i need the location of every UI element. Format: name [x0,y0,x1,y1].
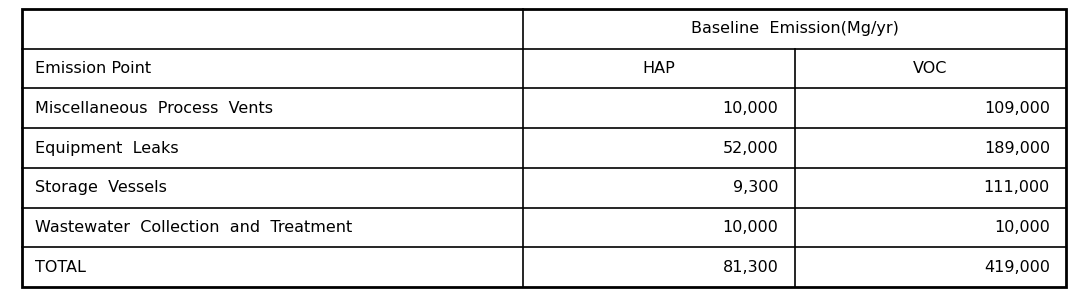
Text: 10,000: 10,000 [722,220,778,235]
Text: Baseline  Emission(Mg/yr): Baseline Emission(Mg/yr) [691,21,899,36]
Text: 111,000: 111,000 [984,180,1050,195]
Text: 10,000: 10,000 [722,101,778,116]
Text: 52,000: 52,000 [722,141,778,155]
Text: 419,000: 419,000 [984,260,1050,275]
Text: Miscellaneous  Process  Vents: Miscellaneous Process Vents [35,101,273,116]
Text: TOTAL: TOTAL [35,260,86,275]
Text: 189,000: 189,000 [984,141,1050,155]
Text: Storage  Vessels: Storage Vessels [35,180,166,195]
Text: Emission Point: Emission Point [35,61,151,76]
Text: 10,000: 10,000 [994,220,1050,235]
Text: 81,300: 81,300 [722,260,778,275]
Text: VOC: VOC [913,61,948,76]
Text: HAP: HAP [643,61,676,76]
Text: Equipment  Leaks: Equipment Leaks [35,141,178,155]
Text: Wastewater  Collection  and  Treatment: Wastewater Collection and Treatment [35,220,353,235]
Text: 109,000: 109,000 [984,101,1050,116]
Text: 9,300: 9,300 [733,180,778,195]
